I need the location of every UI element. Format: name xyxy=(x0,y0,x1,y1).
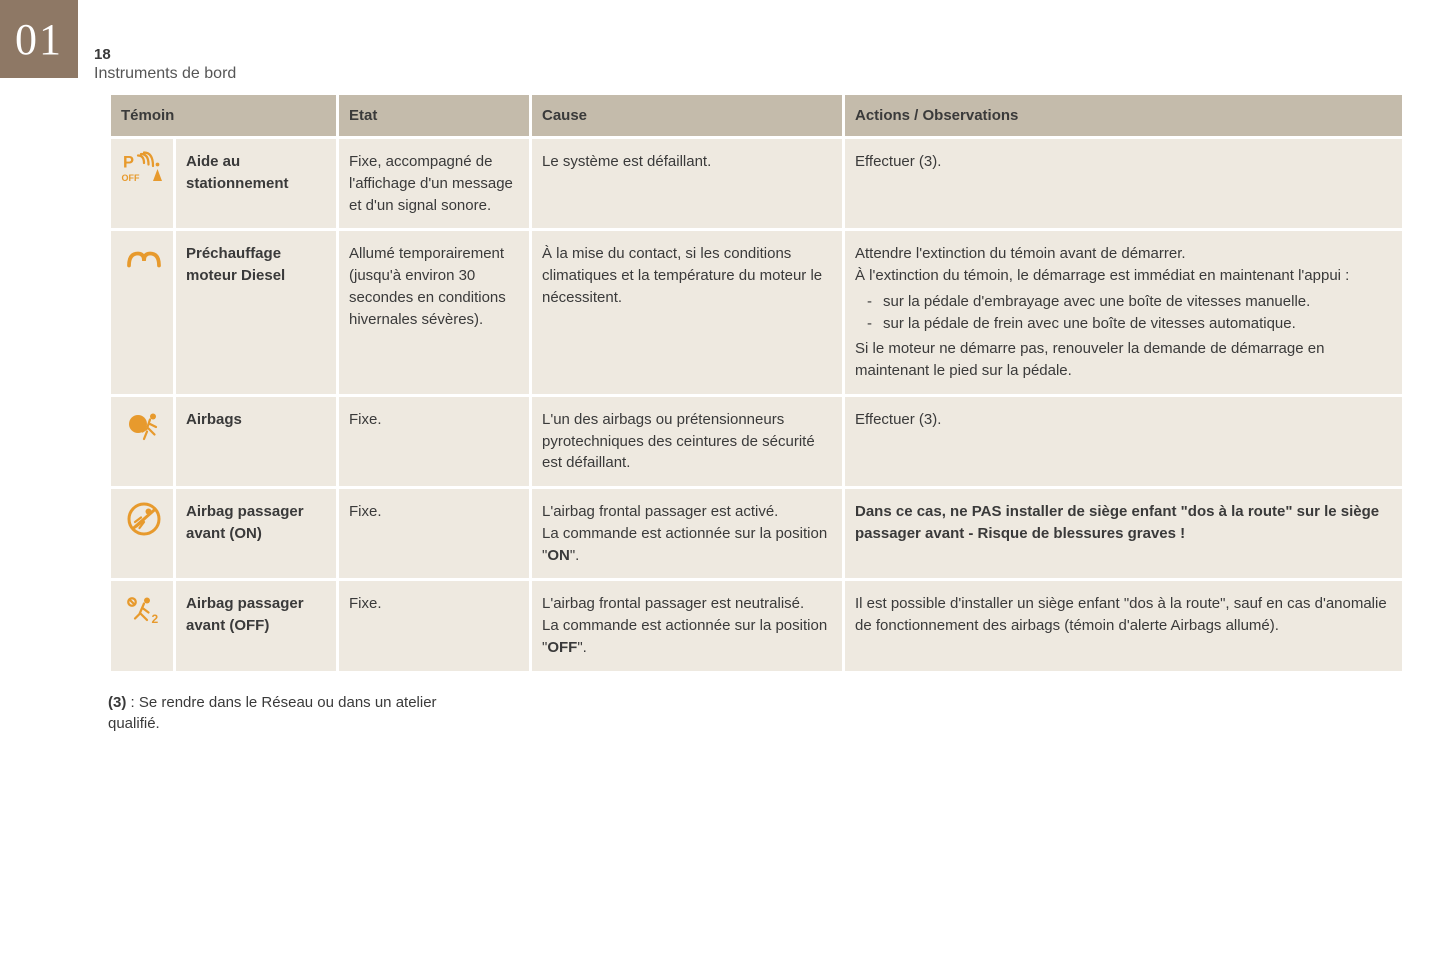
page-number: 18 xyxy=(94,46,236,63)
svg-text:P: P xyxy=(123,154,134,172)
col-header-actions: Actions / Observations xyxy=(845,95,1402,136)
cause-bold: ON xyxy=(547,547,570,564)
airbag-icon xyxy=(121,409,167,445)
action-list-item: sur la pédale de frein avec une boîte de… xyxy=(855,313,1392,335)
diesel-preheat-icon xyxy=(121,243,167,279)
col-header-temoin: Témoin xyxy=(111,95,336,136)
table-row: Préchauffage moteur Diesel Allumé tempor… xyxy=(111,231,1402,394)
table-row: Airbags Fixe. L'un des airbags ou préten… xyxy=(111,397,1402,486)
col-header-etat: Etat xyxy=(339,95,529,136)
warning-icon-cell xyxy=(111,397,173,486)
warning-icon-cell xyxy=(111,489,173,578)
section-title: Instruments de bord xyxy=(94,65,236,83)
table-header-row: Témoin Etat Cause Actions / Observations xyxy=(111,95,1402,136)
action-list-item: sur la pédale d'embrayage avec une boîte… xyxy=(855,291,1392,313)
action-bold-text: Dans ce cas, ne PAS installer de siège e… xyxy=(855,503,1379,542)
action-post-text: Si le moteur ne démarre pas, renouveler … xyxy=(855,340,1324,379)
cause-pre: L'airbag frontal passager est activé. La… xyxy=(542,503,827,564)
svg-text:OFF: OFF xyxy=(122,173,140,183)
warning-name: Airbag passager avant (OFF) xyxy=(176,581,336,670)
warning-state: Fixe, accompagné de l'affichage d'un mes… xyxy=(339,139,529,228)
table-row: Airbag passager avant (ON) Fixe. L'airba… xyxy=(111,489,1402,578)
warning-cause: L'airbag frontal passager est activé. La… xyxy=(532,489,842,578)
cause-post: ". xyxy=(577,639,587,656)
chapter-badge: 01 xyxy=(0,0,78,78)
warning-name: Aide au stationnement xyxy=(176,139,336,228)
table-row: P OFF Aide au stationnement Fixe, accomp… xyxy=(111,139,1402,228)
footnote-text: : Se rendre dans le Réseau ou dans un at… xyxy=(108,694,437,732)
warning-lights-table: Témoin Etat Cause Actions / Observations… xyxy=(108,92,1405,674)
cause-post: ". xyxy=(570,547,580,564)
parking-assist-off-icon: P OFF xyxy=(121,151,167,187)
airbag-passenger-on-icon xyxy=(121,501,167,537)
warning-state: Fixe. xyxy=(339,397,529,486)
warning-icon-cell: P OFF xyxy=(111,139,173,228)
warning-cause: L'un des airbags ou prétensionneurs pyro… xyxy=(532,397,842,486)
warning-state: Allumé temporairement (jusqu'à environ 3… xyxy=(339,231,529,394)
action-item-list: sur la pédale d'embrayage avec une boîte… xyxy=(855,291,1392,335)
warning-name: Préchauffage moteur Diesel xyxy=(176,231,336,394)
warning-action: Attendre l'extinction du témoin avant de… xyxy=(845,231,1402,394)
warning-action: Effectuer (3). xyxy=(845,397,1402,486)
footnote-key: (3) xyxy=(108,694,126,711)
page-header: 18 Instruments de bord xyxy=(94,46,236,83)
warning-cause: L'airbag frontal passager est neutralisé… xyxy=(532,581,842,670)
warning-name: Airbag passager avant (ON) xyxy=(176,489,336,578)
warning-icon-cell xyxy=(111,231,173,394)
main-content: Témoin Etat Cause Actions / Observations… xyxy=(0,0,1445,774)
warning-icon-cell: 2 xyxy=(111,581,173,670)
svg-text:2: 2 xyxy=(152,612,159,626)
warning-cause: Le système est défaillant. xyxy=(532,139,842,228)
cause-bold: OFF xyxy=(547,639,577,656)
chapter-number: 01 xyxy=(15,14,63,65)
warning-action: Il est possible d'installer un siège enf… xyxy=(845,581,1402,670)
airbag-passenger-off-icon: 2 xyxy=(121,593,167,629)
table-row: 2 Airbag passager avant (OFF) Fixe. L'ai… xyxy=(111,581,1402,670)
footnote: (3) : Se rendre dans le Réseau ou dans u… xyxy=(108,692,448,734)
action-pre-text: Attendre l'extinction du témoin avant de… xyxy=(855,245,1349,284)
warning-action: Effectuer (3). xyxy=(845,139,1402,228)
warning-cause: À la mise du contact, si les conditions … xyxy=(532,231,842,394)
warning-state: Fixe. xyxy=(339,489,529,578)
warning-state: Fixe. xyxy=(339,581,529,670)
col-header-cause: Cause xyxy=(532,95,842,136)
warning-action: Dans ce cas, ne PAS installer de siège e… xyxy=(845,489,1402,578)
warning-name: Airbags xyxy=(176,397,336,486)
